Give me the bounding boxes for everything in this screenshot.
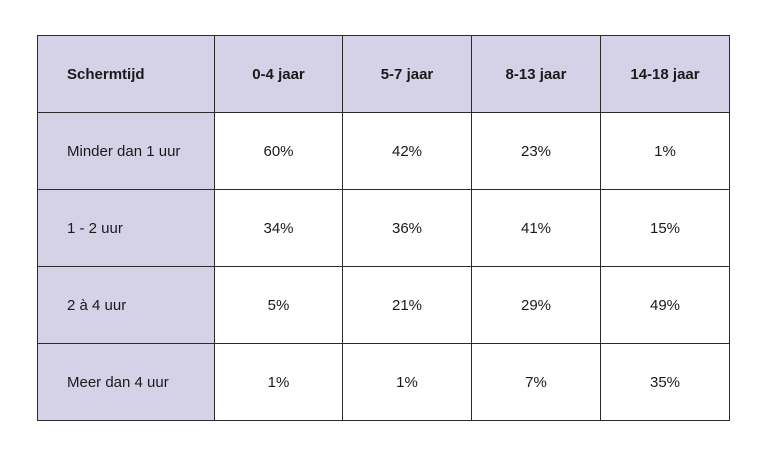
table-cell: 60% (214, 112, 343, 190)
table-cell: 15% (600, 189, 730, 267)
table-cell: 1% (600, 112, 730, 190)
table-cell: 34% (214, 189, 343, 267)
table-cell: 42% (342, 112, 472, 190)
screen-time-table-container: Schermtijd 0-4 jaar 5-7 jaar 8-13 jaar 1… (37, 35, 730, 421)
column-header-14-18-jaar: 14-18 jaar (600, 35, 730, 113)
row-label: Meer dan 4 uur (37, 343, 215, 421)
table-cell: 1% (342, 343, 472, 421)
screen-time-table: Schermtijd 0-4 jaar 5-7 jaar 8-13 jaar 1… (37, 35, 730, 421)
table-row: 1 - 2 uur 34% 36% 41% 15% (37, 189, 730, 267)
table-cell: 1% (214, 343, 343, 421)
table-header-row: Schermtijd 0-4 jaar 5-7 jaar 8-13 jaar 1… (37, 35, 730, 113)
table-cell: 49% (600, 266, 730, 344)
column-header-8-13-jaar: 8-13 jaar (471, 35, 601, 113)
table-row: Minder dan 1 uur 60% 42% 23% 1% (37, 112, 730, 190)
table-row: Meer dan 4 uur 1% 1% 7% 35% (37, 343, 730, 421)
row-label: 1 - 2 uur (37, 189, 215, 267)
table-cell: 36% (342, 189, 472, 267)
table-cell: 35% (600, 343, 730, 421)
row-label: 2 à 4 uur (37, 266, 215, 344)
table-row: 2 à 4 uur 5% 21% 29% 49% (37, 266, 730, 344)
column-header-schermtijd: Schermtijd (37, 35, 215, 113)
table-cell: 41% (471, 189, 601, 267)
table-cell: 23% (471, 112, 601, 190)
table-cell: 29% (471, 266, 601, 344)
table-cell: 7% (471, 343, 601, 421)
row-label: Minder dan 1 uur (37, 112, 215, 190)
table-cell: 5% (214, 266, 343, 344)
table-cell: 21% (342, 266, 472, 344)
column-header-0-4-jaar: 0-4 jaar (214, 35, 343, 113)
column-header-5-7-jaar: 5-7 jaar (342, 35, 472, 113)
